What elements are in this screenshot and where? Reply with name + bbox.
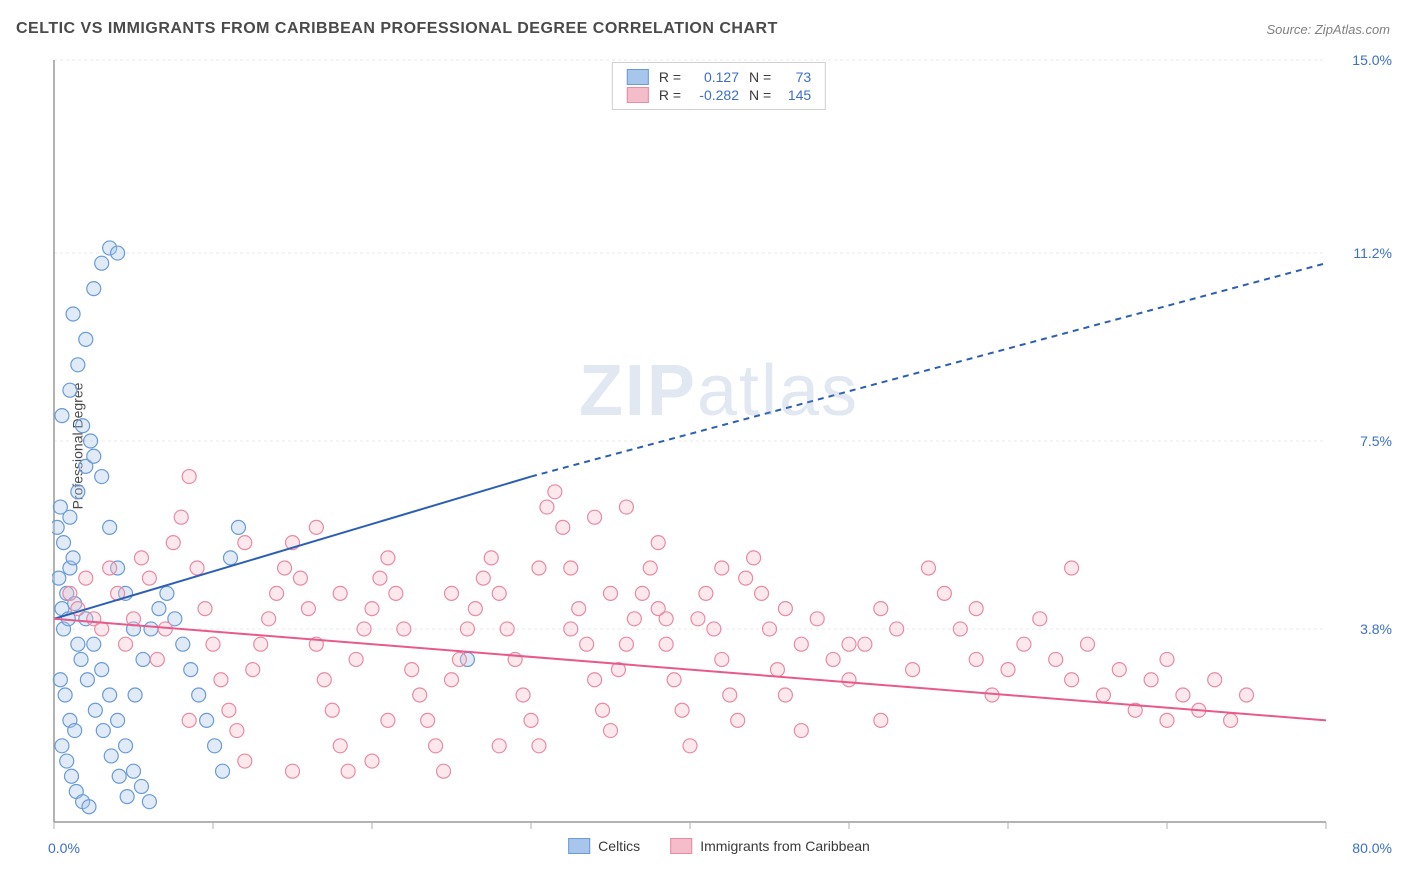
r-value-celtics: 0.127 (691, 69, 739, 85)
legend-row-caribbean: R = -0.282 N = 145 (627, 87, 811, 103)
legend-swatch-celtics (568, 838, 590, 854)
n-label: N = (749, 87, 771, 103)
chart-header: CELTIC VS IMMIGRANTS FROM CARIBBEAN PROF… (16, 20, 1390, 38)
y-axis-tick-label: 3.8% (1360, 621, 1392, 637)
n-value-caribbean: 145 (781, 87, 811, 103)
r-value-caribbean: -0.282 (691, 87, 739, 103)
y-axis-tick-label: 15.0% (1352, 52, 1392, 68)
legend-swatch-celtics (627, 69, 649, 85)
legend-series: Celtics Immigrants from Caribbean (568, 838, 870, 854)
legend-row-celtics: R = 0.127 N = 73 (627, 69, 811, 85)
legend-swatch-caribbean (670, 838, 692, 854)
legend-correlation: R = 0.127 N = 73 R = -0.282 N = 145 (612, 62, 826, 110)
chart-title: CELTIC VS IMMIGRANTS FROM CARIBBEAN PROF… (16, 20, 778, 38)
legend-label-celtics: Celtics (598, 838, 640, 854)
legend-label-caribbean: Immigrants from Caribbean (700, 838, 870, 854)
legend-swatch-caribbean (627, 87, 649, 103)
x-axis-min-label: 0.0% (48, 840, 80, 856)
n-value-celtics: 73 (781, 69, 811, 85)
y-axis-tick-label: 11.2% (1353, 245, 1392, 261)
scatter-plot (52, 58, 1386, 852)
chart-container: ZIPatlas R = 0.127 N = 73 R = -0.282 N =… (52, 58, 1386, 852)
legend-item-celtics: Celtics (568, 838, 640, 854)
chart-source: Source: ZipAtlas.com (1266, 22, 1390, 37)
n-label: N = (749, 69, 771, 85)
x-axis-max-label: 80.0% (1352, 840, 1392, 856)
r-label: R = (659, 69, 681, 85)
r-label: R = (659, 87, 681, 103)
legend-item-caribbean: Immigrants from Caribbean (670, 838, 870, 854)
y-axis-tick-label: 7.5% (1360, 433, 1392, 449)
